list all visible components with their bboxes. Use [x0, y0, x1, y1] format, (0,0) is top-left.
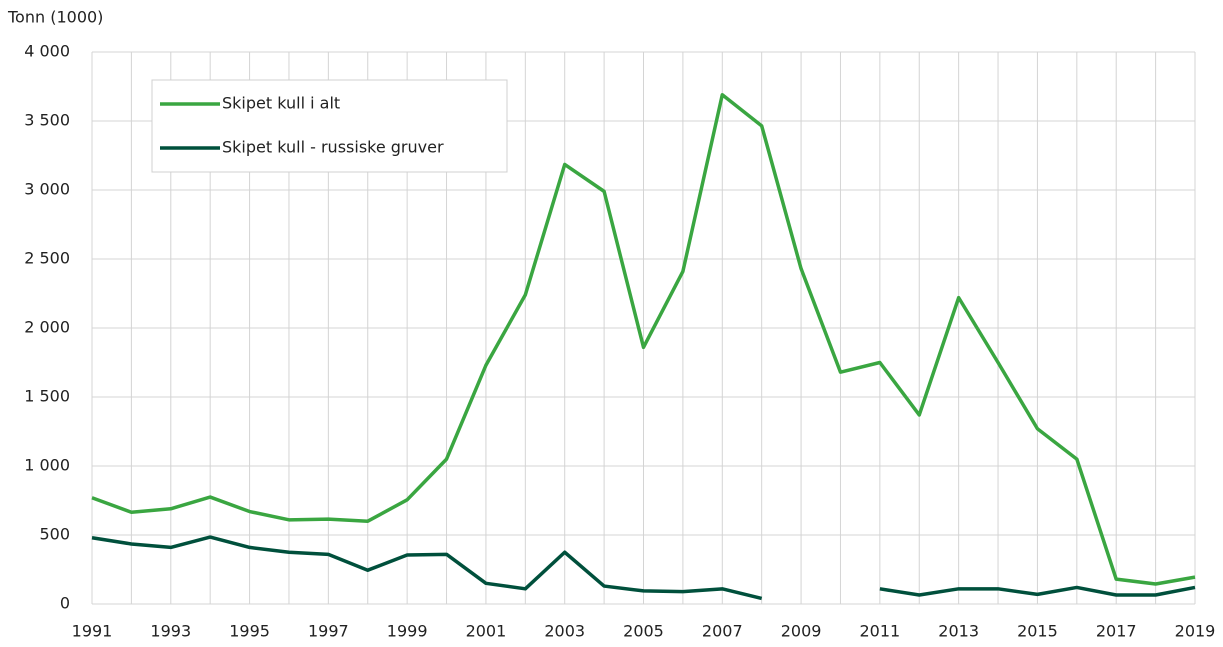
x-tick-label: 1995 [229, 622, 270, 641]
y-tick-label: 500 [39, 525, 70, 544]
x-tick-label: 2019 [1175, 622, 1216, 641]
x-tick-label: 1997 [308, 622, 349, 641]
x-tick-label: 2017 [1096, 622, 1137, 641]
y-tick-label: 2 500 [24, 249, 70, 268]
y-axis-label: Tonn (1000) [7, 8, 103, 27]
x-tick-label: 2003 [544, 622, 585, 641]
x-tick-label: 2001 [466, 622, 507, 641]
y-tick-label: 2 000 [24, 318, 70, 337]
x-tick-label: 1991 [72, 622, 113, 641]
y-tick-label: 0 [60, 594, 70, 613]
x-tick-label: 2011 [859, 622, 900, 641]
x-tick-label: 2015 [1017, 622, 1058, 641]
y-tick-label: 1 500 [24, 387, 70, 406]
series-line [91, 93, 1196, 586]
legend-box [151, 79, 508, 173]
y-tick-label: 3 500 [24, 111, 70, 130]
y-tick-label: 4 000 [24, 42, 70, 61]
x-tick-label: 2009 [781, 622, 822, 641]
x-tick-label: 2005 [623, 622, 664, 641]
legend-label: Skipet kull i alt [222, 94, 340, 113]
x-tick-label: 2013 [938, 622, 979, 641]
x-tick-label: 1993 [150, 622, 191, 641]
series-line [879, 585, 1196, 597]
y-tick-label: 3 000 [24, 180, 70, 199]
legend-label: Skipet kull - russiske gruver [222, 138, 444, 157]
x-tick-label: 2007 [702, 622, 743, 641]
y-tick-label: 1 000 [24, 456, 70, 475]
series-line [91, 535, 763, 601]
x-tick-label: 1999 [387, 622, 428, 641]
